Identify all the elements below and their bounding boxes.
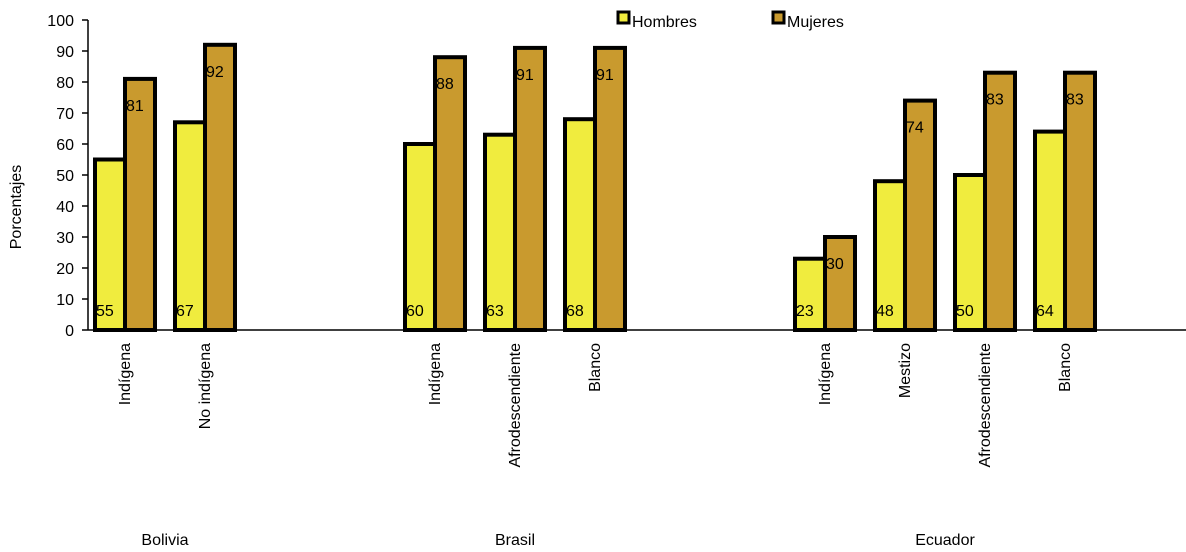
value-labels: 5581679260886391689123304874508364832142… bbox=[96, 64, 1084, 320]
bar-value-label: 23 bbox=[796, 303, 814, 320]
bar-mujeres bbox=[593, 45, 627, 333]
y-tick-label: 70 bbox=[56, 106, 74, 123]
y-tick-label: 100 bbox=[47, 13, 74, 30]
group-label: Brasil bbox=[495, 532, 535, 549]
bar-mujeres bbox=[513, 45, 547, 333]
bar-mujeres bbox=[203, 42, 237, 333]
bar-value-label: 50 bbox=[956, 303, 974, 320]
bar-value-label: 64 bbox=[1036, 303, 1054, 320]
bar-value-label: 81 bbox=[126, 98, 144, 115]
y-tick-label: 10 bbox=[56, 292, 74, 309]
legend-swatch bbox=[771, 10, 786, 25]
bar-value-label: 48 bbox=[876, 303, 894, 320]
bar-value-label: 91 bbox=[596, 67, 614, 84]
category-label: Afrodescendiente bbox=[977, 343, 994, 468]
bar-value-label: 91 bbox=[516, 67, 534, 84]
category-label: Indígena bbox=[117, 343, 134, 405]
y-tick-label: 60 bbox=[56, 137, 74, 154]
bar-mujeres bbox=[1063, 70, 1097, 332]
bar-hombres bbox=[873, 179, 907, 332]
legend-label: Hombres bbox=[632, 14, 697, 31]
category-label: Mestizo bbox=[897, 343, 914, 398]
bar-mujeres bbox=[823, 235, 857, 332]
category-label: Afrodescendiente bbox=[507, 343, 524, 468]
y-tick-label: 30 bbox=[56, 230, 74, 247]
bar-hombres bbox=[1033, 129, 1067, 332]
legend-swatch bbox=[616, 10, 631, 25]
y-tick-label: 0 bbox=[65, 323, 74, 340]
bar-value-label: 67 bbox=[176, 303, 194, 320]
bar-hombres bbox=[953, 173, 987, 332]
bar-mujeres bbox=[903, 98, 937, 332]
y-axis-title: Porcentajes bbox=[8, 165, 25, 250]
bars bbox=[93, 42, 1097, 333]
bar-value-label: 83 bbox=[986, 92, 1004, 109]
bar-value-label: 60 bbox=[406, 303, 424, 320]
bar-hombres bbox=[173, 120, 207, 332]
group-label: Bolivia bbox=[141, 532, 188, 549]
bar-mujeres bbox=[433, 55, 467, 332]
y-tick-label: 40 bbox=[56, 199, 74, 216]
category-label: Indígena bbox=[427, 343, 444, 405]
bar-value-label: 63 bbox=[486, 303, 504, 320]
bar-value-label: 74 bbox=[906, 120, 924, 137]
bar-mujeres bbox=[123, 76, 157, 333]
legend-label: Mujeres bbox=[787, 14, 844, 31]
bar-value-label: 92 bbox=[206, 64, 224, 81]
group-labels: BoliviaBrasilEcuadorPanamá bbox=[141, 532, 975, 549]
category-labels: Indígena No indígena Indígena Afrodescendie… bbox=[117, 343, 1074, 468]
bar-hombres bbox=[563, 117, 597, 332]
legend: Hombres Mujeres bbox=[616, 10, 844, 31]
category-label: No indígena bbox=[197, 343, 214, 429]
bar-value-label: 88 bbox=[436, 76, 454, 93]
y-tick-label: 80 bbox=[56, 75, 74, 92]
y-tick-label: 20 bbox=[56, 261, 74, 278]
category-label: Indígena bbox=[817, 343, 834, 405]
group-label: Ecuador bbox=[915, 532, 975, 549]
y-axis: 0 10 20 30 40 50 60 70 80 90 100 bbox=[47, 13, 1186, 340]
bar-mujeres bbox=[983, 70, 1017, 332]
bar-value-label: 68 bbox=[566, 303, 584, 320]
bar-value-label: 30 bbox=[826, 256, 844, 273]
category-label: Blanco bbox=[1057, 343, 1074, 392]
bar-value-label: 83 bbox=[1066, 92, 1084, 109]
bar-hombres bbox=[483, 132, 517, 332]
y-tick-label: 90 bbox=[56, 44, 74, 61]
y-tick-label: 50 bbox=[56, 168, 74, 185]
category-label: Blanco bbox=[587, 343, 604, 392]
bar-value-label: 55 bbox=[96, 303, 114, 320]
